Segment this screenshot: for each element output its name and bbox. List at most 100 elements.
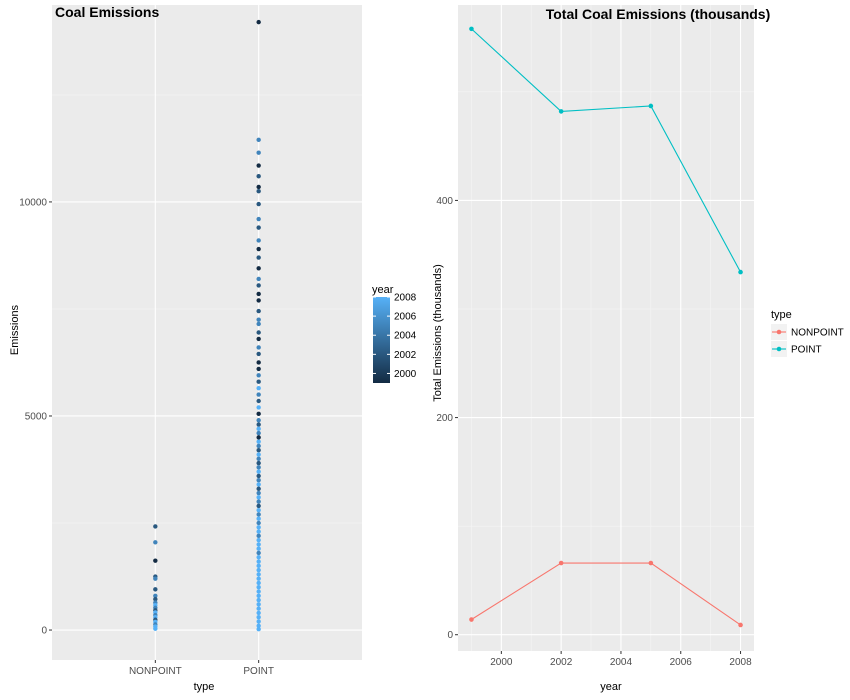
scatter-point [256, 246, 261, 252]
scatter-point [256, 626, 261, 632]
scatter-point [256, 469, 261, 474]
scatter-x-tick-label: NONPOINT [129, 666, 182, 677]
scatter-point [256, 411, 261, 417]
scatter-point [256, 189, 261, 194]
scatter-point [256, 610, 261, 616]
scatter-point [256, 572, 261, 577]
series-point-nonpoint [469, 617, 474, 622]
scatter-point [256, 418, 261, 423]
series-point-nonpoint [558, 560, 564, 566]
line-x-tick-label: 2004 [610, 657, 633, 668]
line-major-grid [458, 5, 754, 651]
scatter-point [256, 559, 261, 564]
scatter-point [256, 321, 261, 327]
year-legend-label: 2000 [394, 369, 417, 380]
legend-label-point: POINT [791, 345, 822, 356]
scatter-point [256, 398, 261, 404]
scatter-point [256, 452, 261, 457]
line-y-tick-label: 200 [436, 413, 453, 424]
scatter-point [256, 602, 261, 607]
line-chart-title: Total Coal Emissions (thousands) [546, 6, 771, 22]
scatter-point [256, 555, 261, 560]
scatter-point [256, 351, 261, 357]
scatter-y-tick-label: 10000 [19, 197, 47, 208]
scatter-point [153, 626, 158, 631]
scatter-point [256, 276, 261, 282]
series-point-nonpoint [738, 622, 743, 628]
scatter-point [256, 465, 261, 470]
scatter-point [256, 430, 261, 436]
legend-key-point [776, 329, 782, 335]
scatter-point [256, 345, 261, 350]
scatter-minor-grid [52, 94, 362, 524]
scatter-y-ticks: 0 5000 10000 [19, 197, 52, 637]
scatter-point [153, 597, 158, 602]
scatter-point [256, 580, 261, 586]
line-x-tick-label: 2006 [670, 657, 693, 668]
scatter-panel-background [52, 5, 362, 660]
scatter-point [256, 283, 261, 288]
scatter-point [256, 486, 261, 491]
year-legend-title: year [372, 284, 394, 296]
scatter-point [256, 317, 261, 322]
scatter-point [256, 373, 261, 378]
series-line-nonpoint [471, 562, 741, 626]
scatter-point [256, 366, 261, 372]
scatter-y-tick-label: 5000 [25, 411, 48, 422]
line-chart: 0 200 400 2000 2002 2004 2006 2008 Total Coal … [432, 5, 844, 693]
year-colorbar [373, 297, 390, 383]
scatter-point [256, 308, 261, 314]
scatter-point [256, 150, 261, 155]
scatter-point [256, 435, 261, 440]
scatter-point [256, 499, 261, 504]
scatter-point [256, 623, 261, 628]
scatter-point [256, 516, 261, 521]
scatter-point [256, 520, 261, 526]
scatter-point [153, 540, 158, 545]
scatter-point [256, 503, 261, 509]
scatter-point [256, 266, 261, 271]
scatter-x-ticks: NONPOINT POINT [129, 660, 274, 677]
scatter-point [256, 473, 261, 479]
scatter-point [256, 439, 261, 444]
scatter-point [256, 537, 261, 543]
line-x-tick-label: 2002 [550, 657, 573, 668]
scatter-x-tick-label: POINT [243, 666, 274, 677]
scatter-point [256, 456, 261, 461]
scatter-point [256, 360, 261, 365]
year-legend-label: 2006 [394, 312, 417, 323]
type-legend-title: type [771, 309, 792, 321]
scatter-point [256, 507, 261, 513]
scatter-y-tick-label: 0 [41, 626, 47, 637]
scatter-point [256, 619, 261, 624]
line-y-ticks: 0 200 400 [436, 196, 458, 641]
scatter-point [256, 546, 261, 551]
scatter-y-axis-title: Emissions [9, 304, 21, 355]
scatter-point [256, 533, 261, 539]
scatter-point [256, 163, 261, 168]
line-minor-grid [458, 5, 754, 651]
scatter-point [256, 597, 261, 603]
scatter-point [256, 525, 261, 530]
scatter-point [256, 576, 261, 581]
scatter-point [256, 291, 261, 297]
scatter-point [256, 201, 261, 207]
scatter-point [256, 405, 261, 410]
scatter-point [256, 550, 261, 556]
scatter-point [256, 490, 261, 496]
scatter-point [256, 614, 261, 620]
year-legend-label: 2004 [394, 331, 417, 342]
line-x-tick-label: 2008 [729, 657, 752, 668]
series-point-point [738, 269, 743, 275]
scatter-point [256, 422, 261, 427]
scatter-point [256, 529, 261, 534]
scatter-point [256, 460, 261, 466]
scatter-point [256, 255, 261, 260]
series-point-point [469, 26, 474, 32]
line-x-axis-title: year [600, 681, 622, 693]
scatter-point [256, 392, 261, 397]
scatter-point [153, 576, 158, 581]
series-point-point [558, 109, 564, 114]
scatter-point [256, 174, 261, 179]
